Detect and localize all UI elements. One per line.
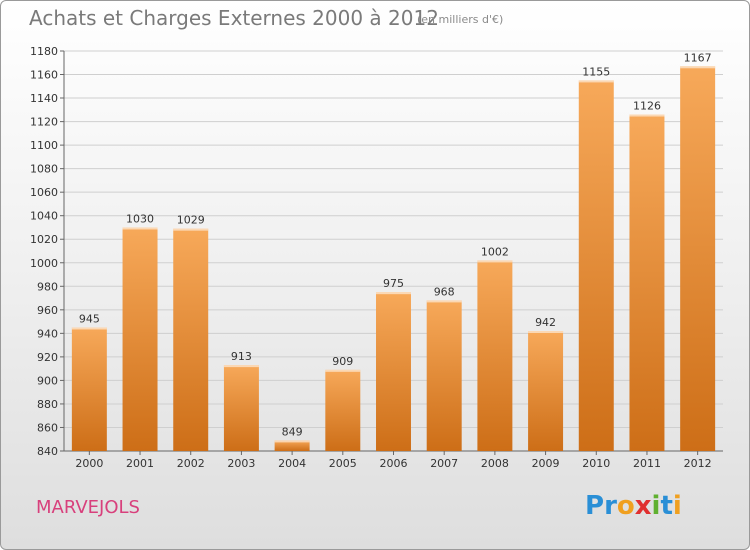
bar-highlight	[426, 300, 462, 303]
data-label: 1155	[582, 65, 610, 78]
y-tick-label: 1160	[30, 69, 58, 82]
y-tick-label: 960	[37, 304, 58, 317]
data-label: 945	[79, 312, 100, 325]
bar-highlight	[376, 292, 411, 295]
y-tick-label: 860	[37, 421, 58, 434]
bar	[528, 331, 564, 451]
bar	[274, 440, 310, 451]
bar	[376, 292, 411, 451]
y-tick-label: 940	[37, 327, 58, 340]
data-label: 909	[332, 355, 353, 368]
brand-letter: i	[672, 491, 682, 521]
x-tick-label: 2010	[582, 457, 610, 470]
brand-letter: o	[616, 491, 635, 521]
y-tick-label: 880	[37, 398, 58, 411]
bar	[223, 365, 259, 451]
x-tick-label: 2002	[177, 457, 205, 470]
y-tick-label: 1120	[30, 116, 58, 129]
x-tick-label: 2008	[481, 457, 509, 470]
bar	[173, 228, 209, 451]
bar-highlight	[578, 80, 614, 83]
y-tick-label: 1100	[30, 139, 58, 152]
bar-highlight	[173, 228, 209, 231]
x-tick-label: 2000	[75, 457, 103, 470]
bar	[426, 300, 462, 451]
data-label: 1030	[126, 212, 154, 225]
brand-letter: r	[604, 491, 617, 521]
y-tick-label: 920	[37, 351, 58, 364]
y-tick-label: 980	[37, 280, 58, 293]
brand-letter: P	[585, 491, 605, 521]
y-tick-label: 1000	[30, 257, 58, 270]
bar	[629, 114, 665, 451]
bar-highlight	[274, 440, 310, 443]
bar-highlight	[528, 331, 564, 333]
y-tick-label: 1040	[30, 210, 58, 223]
data-label: 968	[434, 285, 455, 298]
y-tick-label: 1080	[30, 163, 58, 176]
data-label: 1167	[684, 51, 712, 64]
x-tick-label: 2005	[329, 457, 357, 470]
bar-highlight	[223, 365, 259, 368]
data-label: 1126	[633, 100, 661, 113]
brand-letter: t	[660, 491, 673, 521]
y-tick-label: 1020	[30, 233, 58, 246]
bar-highlight	[680, 66, 716, 69]
y-tick-label: 1060	[30, 186, 58, 199]
x-tick-label: 2007	[430, 457, 458, 470]
x-tick-label: 2003	[227, 457, 255, 470]
bar-highlight	[71, 327, 107, 330]
x-tick-label: 2012	[684, 457, 712, 470]
proxiti-logo: Proxiti	[585, 491, 682, 521]
bar	[71, 327, 107, 451]
y-tick-label: 1140	[30, 92, 58, 105]
bar	[325, 369, 361, 451]
city-name: MARVEJOLS	[36, 497, 140, 518]
bar	[680, 66, 716, 451]
chart-title: Achats et Charges Externes 2000 à 2012	[29, 6, 439, 30]
bar-highlight	[477, 260, 513, 263]
data-label: 942	[535, 316, 556, 329]
data-label: 913	[231, 350, 252, 363]
labels: 840 860 880 900 920 940 960 980 1000 1020 1040 1060…	[30, 45, 712, 470]
brand-letter: i	[651, 491, 661, 521]
y-tick-label: 1180	[30, 45, 58, 58]
brand-letter: x	[634, 491, 652, 521]
bars	[71, 66, 716, 451]
x-tick-label: 2009	[532, 457, 560, 470]
y-tick-label: 900	[37, 374, 58, 387]
x-tick-label: 2001	[126, 457, 154, 470]
x-tick-label: 2006	[380, 457, 408, 470]
data-label: 1002	[481, 245, 509, 258]
x-tick-label: 2011	[633, 457, 661, 470]
data-label: 849	[282, 425, 303, 438]
bar	[122, 227, 158, 451]
bar-highlight	[325, 369, 361, 372]
bar-highlight	[122, 227, 158, 230]
y-tick-label: 840	[37, 445, 58, 458]
data-label: 1029	[177, 214, 205, 227]
x-tick-label: 2004	[278, 457, 306, 470]
bar	[578, 80, 614, 451]
bar-highlight	[629, 114, 665, 117]
data-label: 975	[383, 277, 404, 290]
chart-unit: (en milliers d'€)	[417, 13, 504, 26]
bar	[477, 260, 513, 451]
